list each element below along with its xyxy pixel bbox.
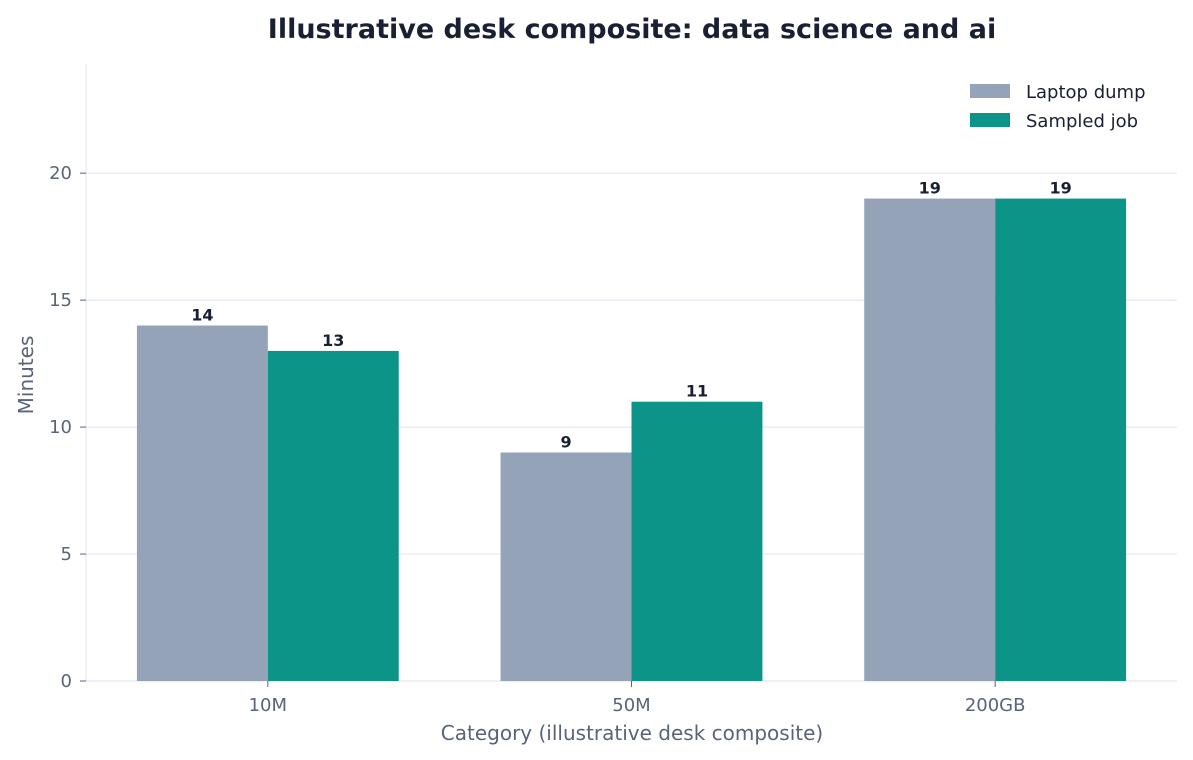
bar [864,198,996,681]
legend-swatch [970,113,1010,127]
bar-value-label: 19 [1049,179,1071,198]
legend-swatch [970,84,1010,98]
y-tick-label: 0 [61,671,72,692]
y-axis-ticks: 0 5 10 15 20 [49,163,86,692]
bar-value-label: 14 [191,306,213,325]
bar-value-label: 13 [322,331,344,350]
y-tick-label: 5 [61,544,72,565]
x-tick-label: 200GB [965,695,1026,716]
bar [500,452,632,681]
x-axis-ticks: 10M 50M 200GB [249,681,1026,716]
x-tick-label: 10M [249,695,287,716]
x-tick-label: 50M [612,695,650,716]
bar-value-label: 11 [686,382,708,401]
legend: Laptop dump Sampled job [970,82,1146,132]
bar [631,401,763,681]
legend-label: Sampled job [1026,111,1138,132]
bar-value-label: 9 [560,432,571,451]
y-tick-label: 10 [49,417,72,438]
legend-label: Laptop dump [1026,82,1146,103]
x-axis-label: Category (illustrative desk composite) [441,721,823,745]
chart-title: Illustrative desk composite: data scienc… [268,14,996,45]
y-tick-label: 20 [49,163,72,184]
bar-value-label: 19 [919,179,941,198]
bar [136,325,268,681]
bar [267,350,399,681]
bars [136,198,1127,681]
y-axis-label: Minutes [14,336,38,415]
bar [995,198,1127,681]
bar-value-labels: 14 13 9 11 19 19 [191,179,1072,452]
y-tick-label: 15 [49,290,72,311]
